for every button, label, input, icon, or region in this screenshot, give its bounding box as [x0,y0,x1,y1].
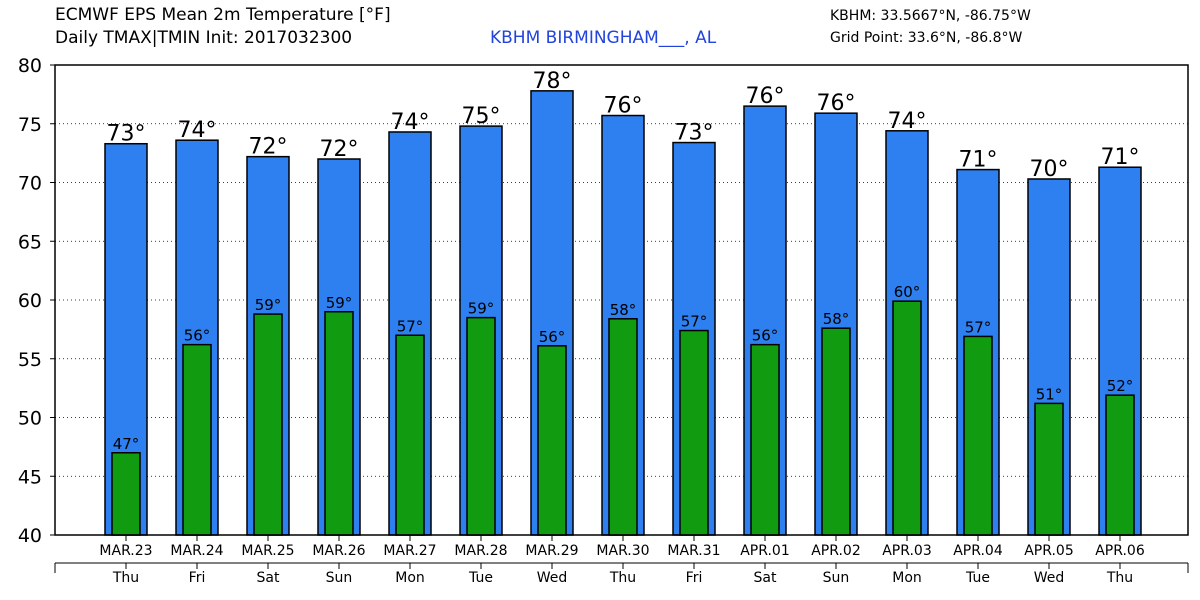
tmax-value-label: 76° [746,84,785,109]
y-tick-label: 40 [18,525,42,547]
tmax-value-label: 72° [249,135,288,160]
tmin-value-label: 58° [610,301,637,319]
station-name: KBHM BIRMINGHAM___, AL [490,28,717,48]
tmax-value-label: 73° [675,121,714,146]
station-coordinates: KBHM: 33.5667°N, -86.75°W [830,8,1031,24]
tmin-bar [253,313,283,536]
x-tick-label-weekday: Wed [1034,570,1065,586]
tmin-bar [608,318,638,536]
x-tick-label-weekday: Mon [892,570,922,586]
x-tick-label-weekday: Thu [609,570,636,586]
tmax-value-label: 71° [1101,145,1140,170]
tmax-value-label: 70° [1030,157,1069,182]
tmin-value-label: 51° [1036,385,1063,403]
tmax-value-label: 74° [391,110,430,135]
tmin-value-label: 59° [468,300,495,318]
y-tick-label: 45 [18,466,42,488]
x-tick-label-date: APR.06 [1095,543,1145,559]
tmin-value-label: 59° [255,296,282,314]
x-tick-label-date: APR.04 [953,543,1003,559]
tmin-value-label: 58° [823,310,850,328]
tmin-bar [1105,394,1135,536]
plot-frame [54,64,1189,536]
y-tick-label: 55 [18,349,42,371]
tmax-value-label: 76° [817,91,856,116]
x-tick-label-date: APR.02 [811,543,861,559]
x-tick-label-date: MAR.28 [454,543,507,559]
tmin-value-label: 57° [397,317,424,335]
tmin-value-label: 47° [113,435,140,453]
x-tick-label-weekday: Sun [326,570,353,586]
tmin-bar [466,316,496,536]
x-tick-label-weekday: Tue [965,570,990,586]
x-tick-label-weekday: Sat [754,570,777,586]
x-tick-label-date: MAR.24 [170,543,223,559]
y-tick-label: 75 [18,114,42,136]
x-tick-label-weekday: Sun [823,570,850,586]
x-tick-label-date: MAR.23 [99,543,152,559]
tmax-value-label: 73° [107,122,146,147]
tmax-value-label: 74° [888,109,927,134]
y-tick-label: 70 [18,173,42,195]
y-tick-label: 50 [18,408,42,430]
tmin-bar [324,311,354,536]
y-tick-label: 80 [18,55,42,77]
x-tick-label-date: MAR.31 [667,543,720,559]
tmin-bar [892,300,922,536]
x-tick-label-date: APR.01 [740,543,790,559]
tmax-value-label: 74° [178,118,217,143]
tmin-bar [679,329,709,536]
x-tick-label-weekday: Sat [257,570,280,586]
x-tick-label-date: APR.03 [882,543,932,559]
tmax-value-label: 72° [320,137,359,162]
x-tick-label-weekday: Tue [468,570,493,586]
x-tick-label-date: MAR.30 [596,543,649,559]
x-tick-label-date: MAR.25 [241,543,294,559]
x-tick-label-weekday: Thu [1106,570,1133,586]
tmin-value-label: 60° [894,283,921,301]
tmin-bar [750,343,780,536]
x-tick-label-weekday: Fri [189,570,206,586]
y-tick-label: 65 [18,231,42,253]
x-tick-label-date: APR.05 [1024,543,1074,559]
x-tick-label-weekday: Wed [537,570,568,586]
tmin-bar [537,345,567,536]
grid-point-coordinates: Grid Point: 33.6°N, -86.8°W [830,30,1023,46]
tmin-bar [395,334,425,536]
x-tick-label-weekday: Thu [112,570,139,586]
tmin-bar [821,327,851,536]
x-tick-label-date: MAR.29 [525,543,578,559]
tmin-value-label: 56° [184,327,211,345]
tmin-value-label: 56° [752,327,779,345]
tmin-bar [1034,402,1064,536]
tmin-value-label: 59° [326,294,353,312]
chart-title: ECMWF EPS Mean 2m Temperature [°F] [55,5,391,25]
tmin-bar [111,452,141,536]
tmin-bar [963,335,993,536]
chart-subtitle: Daily TMAX|TMIN Init: 2017032300 [55,28,353,48]
x-tick-label-date: MAR.26 [312,543,365,559]
x-tick-label-weekday: Mon [395,570,425,586]
tmax-value-label: 76° [604,94,643,119]
tmin-value-label: 52° [1107,377,1134,395]
tmin-value-label: 56° [539,328,566,346]
tmax-value-label: 71° [959,148,998,173]
x-tick-label-weekday: Fri [686,570,703,586]
y-tick-label: 60 [18,290,42,312]
tmin-value-label: 57° [965,318,992,336]
x-tick-label-date: MAR.27 [383,543,436,559]
tmin-value-label: 57° [681,313,708,331]
tmax-value-label: 75° [462,104,501,129]
tmax-value-label: 78° [533,69,572,94]
tmin-bar [182,343,212,536]
